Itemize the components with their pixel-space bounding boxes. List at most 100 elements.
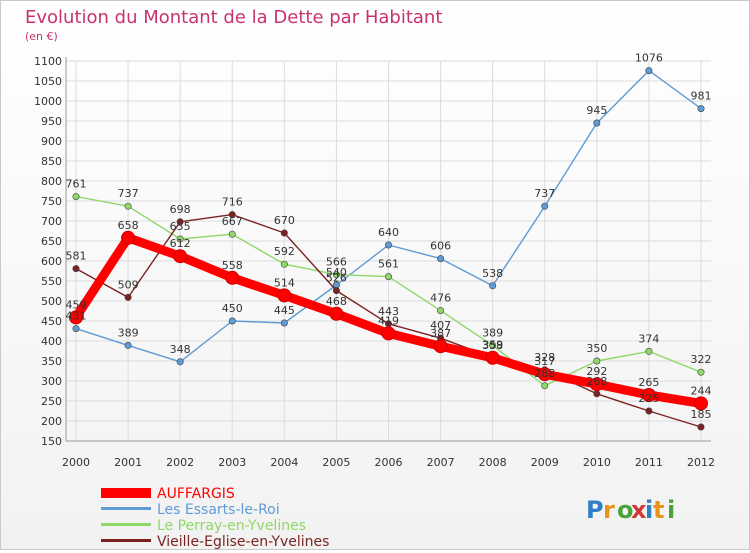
data-point [332,271,340,279]
data-label: 317 [534,355,555,368]
data-label: 540 [326,266,347,279]
x-tick-label: 2012 [687,456,715,469]
data-point [694,396,708,411]
data-point [593,390,601,398]
x-tick-label: 2001 [114,456,142,469]
data-point [228,211,236,219]
y-tick-label: 850 [41,155,62,168]
data-point [437,307,445,315]
y-tick-label: 250 [41,395,62,408]
x-tick-label: 2010 [583,456,611,469]
series-layer [69,67,708,431]
data-label: 407 [430,319,451,332]
data-label: 670 [274,214,295,227]
data-point [124,341,132,349]
y-tick-label: 500 [41,295,62,308]
y-tick-label: 150 [41,435,62,448]
data-label: 350 [586,342,607,355]
y-tick-label: 650 [41,235,62,248]
y-tick-label: 600 [41,255,62,268]
y-tick-label: 750 [41,195,62,208]
legend-swatch [101,539,151,542]
data-point [280,229,288,237]
data-point [176,235,184,243]
x-tick-label: 2002 [166,456,194,469]
data-point [332,287,340,295]
data-label: 945 [586,104,607,117]
data-label: 655 [170,220,191,233]
data-point [541,202,549,210]
data-label: 292 [586,365,607,378]
data-label: 389 [118,326,139,339]
logo-letter: i [645,496,653,524]
y-tick-label: 1100 [34,55,62,68]
data-label: 348 [170,343,191,356]
data-label: 389 [482,326,503,339]
data-label: 761 [66,178,87,191]
data-label: 268 [586,375,607,388]
data-point [489,341,497,349]
data-point [381,326,396,341]
data-point [228,317,236,325]
data-point [541,382,549,390]
y-tick-label: 400 [41,335,62,348]
x-tick-label: 2003 [218,456,246,469]
legend-label: AUFFARGIS [157,486,235,502]
legend-label: Le Perray-en-Yvelines [157,518,306,534]
data-label: 561 [378,258,399,271]
data-label: 612 [170,237,191,250]
data-label: 737 [534,187,555,200]
data-label: 558 [222,259,243,272]
logo-letter: t [653,496,664,524]
y-tick-label: 350 [41,355,62,368]
data-point [384,273,392,281]
data-point [225,270,240,285]
x-tick-label: 2011 [635,456,663,469]
data-label: 265 [638,376,659,389]
data-point [589,377,604,392]
data-point [384,241,392,249]
data-label: 667 [222,215,243,228]
data-point [645,347,653,355]
data-point [277,288,292,303]
data-point [280,260,288,268]
data-label: 387 [430,327,451,340]
data-point [72,325,80,333]
logo-letter: i [667,496,675,524]
y-tick-label: 300 [41,375,62,388]
x-tick-label: 2005 [322,456,350,469]
data-label: 1076 [635,52,663,65]
axes: 150 200 250 300 350 400 450 500 550 600 650 700 750 8… [34,55,715,469]
legend-label: Les Essarts-le-Roi [157,502,280,518]
data-label: 716 [222,196,243,209]
data-label: 185 [691,408,712,421]
chart-subtitle: (en €) [25,30,58,43]
data-label: 244 [691,384,712,397]
data-point [645,407,653,415]
data-label: 606 [430,240,451,253]
data-label: 526 [326,272,347,285]
y-tick-label: 900 [41,135,62,148]
data-label: 450 [222,302,243,315]
data-label: 581 [66,250,87,263]
data-point [124,202,132,210]
x-tick-label: 2006 [375,456,403,469]
legend-swatch [101,507,151,510]
data-label: 459 [66,298,87,311]
data-point [641,388,656,402]
data-point [72,265,80,273]
logo-letter: P [586,496,604,524]
data-point [280,319,288,327]
data-label: 737 [118,187,139,200]
x-tick-label: 2007 [427,456,455,469]
logo-letter: r [603,496,615,524]
data-point [228,230,236,238]
gridlines [66,60,711,442]
data-point [176,358,184,366]
y-tick-label: 550 [41,275,62,288]
data-label: 431 [66,310,87,323]
data-label: 981 [691,90,712,103]
